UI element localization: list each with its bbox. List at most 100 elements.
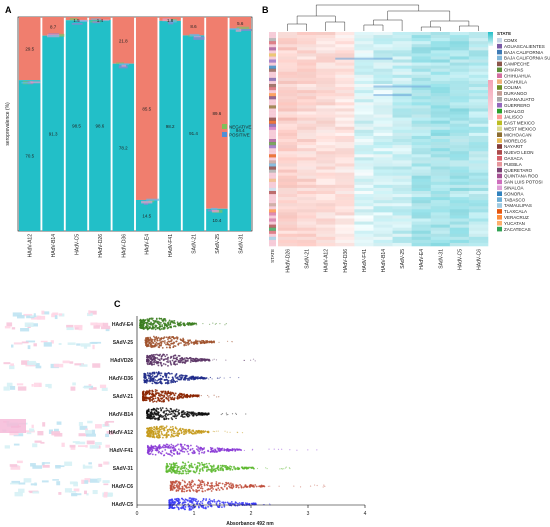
state-annotation-cell bbox=[269, 181, 276, 186]
swarm-point-SAdV-31 bbox=[181, 472, 184, 475]
swarm-point-SAdV-25 bbox=[177, 343, 180, 346]
heat-cell-HAdV-C5 bbox=[449, 80, 470, 85]
state-legend-label: MORELOS bbox=[504, 138, 527, 143]
cropped-strip-fragment bbox=[41, 480, 49, 483]
swarm-point-HAdV-A12 bbox=[165, 426, 167, 429]
heat-cell-HAdV-D36 bbox=[335, 160, 355, 164]
heat-cell-SAdV-31 bbox=[430, 233, 451, 238]
heat-cell-HAdV-D26 bbox=[278, 77, 298, 82]
swarm-point-HAdV-C5 bbox=[207, 501, 210, 504]
heat-cell-HAdV-E4 bbox=[411, 157, 432, 161]
swarm-point-HAdV-C5 bbox=[230, 502, 232, 505]
swarm-point-HAdV-C6 bbox=[196, 486, 199, 489]
swarm-point-HAdV-E4 bbox=[143, 327, 145, 330]
heat-cell-HAdV-F41 bbox=[354, 227, 374, 232]
heat-cell-SAdV-31 bbox=[430, 212, 451, 216]
swarm-point-HAdV-F41 bbox=[170, 443, 173, 446]
swarm-point-HAdV-A12 bbox=[166, 434, 169, 437]
heat-cell-SAdV-31 bbox=[430, 96, 451, 100]
swarm-point-HAdV-D36 bbox=[199, 377, 202, 380]
heat-cell-HAdV-B14 bbox=[373, 74, 393, 79]
swarm-point-HAdV-D36 bbox=[165, 382, 168, 384]
bar-negative-HAdV-D26 bbox=[89, 17, 111, 20]
swarm-point-HAdV-C5 bbox=[189, 508, 192, 511]
swarm-point-HAdV-B14 bbox=[169, 413, 172, 416]
heat-cell-HAdV-C6 bbox=[468, 59, 489, 63]
cropped-strip-fragment bbox=[68, 491, 77, 493]
swarm-point-SAdV-31 bbox=[248, 466, 251, 469]
swarm-point-HAdV-C5 bbox=[175, 499, 178, 502]
heat-cell-HAdV-D36 bbox=[335, 96, 355, 100]
heat-cell-HAdV-D36 bbox=[335, 35, 355, 39]
heat-cell-HAdV-F41 bbox=[354, 178, 374, 183]
swarm-point-HAdV-D36 bbox=[238, 376, 240, 379]
bar-positive-SAdV-31 bbox=[229, 28, 252, 232]
swarm-point-SAdV-31 bbox=[178, 470, 181, 473]
swarm-point-SAdV-31 bbox=[226, 467, 228, 470]
heat-cell-HAdV-E4 bbox=[411, 160, 432, 164]
swarm-point-HAdV-F41 bbox=[203, 452, 205, 454]
heat-cell-HAdV-D36 bbox=[335, 184, 355, 189]
cropped-strip-fragment bbox=[92, 344, 95, 350]
heat-cell-HAdV-C6 bbox=[468, 151, 489, 155]
heat-cell-SAdV-25 bbox=[392, 203, 412, 207]
swarm-point-HAdV-C6 bbox=[226, 488, 228, 490]
state-legend-label: AGUASCALIENTES bbox=[504, 44, 545, 49]
swarm-point-HAdVD26 bbox=[189, 361, 192, 363]
heat-cell-HAdV-D26 bbox=[278, 154, 298, 158]
heat-cell-HAdV-F41 bbox=[354, 197, 374, 201]
heat-cell-HAdV-B14 bbox=[373, 111, 393, 115]
category-label-HAdVD26: HAdVD26 bbox=[110, 358, 133, 364]
heat-cell-HAdV-E4 bbox=[411, 62, 432, 66]
heat-cell-HAdV-A12 bbox=[316, 148, 336, 152]
heatmap-column-label-HAdV-B14: HAdV-B14 bbox=[381, 249, 387, 273]
cropped-strip-fragment bbox=[24, 322, 34, 327]
heat-cell-HAdV-D36 bbox=[335, 230, 355, 235]
heat-cell-HAdV-E4 bbox=[411, 197, 432, 201]
swarm-point-SAdV-31 bbox=[198, 469, 201, 472]
swarm-point-HAdV-C6 bbox=[201, 490, 204, 493]
heat-cell-HAdV-A12 bbox=[316, 71, 336, 76]
swarm-point-HAdV-C6 bbox=[174, 486, 176, 489]
swarm-point-HAdV-C6 bbox=[223, 485, 226, 488]
swarm-point-HAdV-C6 bbox=[201, 480, 204, 483]
swarm-point-SAdV-25 bbox=[190, 342, 193, 344]
heat-cell-HAdV-E4 bbox=[411, 200, 432, 204]
heat-cell-SAdV-21 bbox=[297, 117, 317, 121]
heat-cell-HAdV-B14 bbox=[373, 242, 393, 247]
heat-cell-HAdV-A12 bbox=[316, 142, 336, 146]
swarm-point-HAdV-E4 bbox=[159, 328, 162, 331]
swarm-point-HAdV-C5 bbox=[175, 497, 178, 500]
heat-cell-HAdV-F41 bbox=[354, 108, 374, 112]
swarm-point-HAdV-B14 bbox=[164, 413, 167, 416]
category-label-HAdV-C5: HAdV-C5 bbox=[112, 502, 134, 508]
swarm-point-HAdV-C6 bbox=[190, 481, 193, 484]
swarm-point-HAdV-F41 bbox=[218, 450, 221, 453]
heat-cell-HAdV-D26 bbox=[278, 93, 298, 97]
heat-cell-HAdV-F41 bbox=[354, 233, 374, 238]
heat-cell-SAdV-31 bbox=[430, 151, 451, 155]
swarm-point-SAdV-25 bbox=[199, 340, 201, 342]
swarm-point-SAdV-21 bbox=[184, 394, 187, 396]
heat-cell-SAdV-31 bbox=[430, 197, 451, 201]
heat-cell-HAdV-D26 bbox=[278, 83, 298, 88]
swarm-point-HAdV-D36 bbox=[223, 377, 225, 379]
cropped-strip-fragment bbox=[97, 478, 102, 482]
swarm-point-HAdV-C5 bbox=[217, 506, 220, 509]
swarm-point-HAdV-C6 bbox=[237, 484, 239, 486]
swarm-point-HAdV-C6 bbox=[240, 486, 243, 489]
heat-cell-SAdV-21 bbox=[297, 83, 317, 88]
heat-cell-HAdV-F41 bbox=[354, 32, 374, 36]
heat-cell-HAdV-C6 bbox=[468, 105, 489, 109]
heat-cell-SAdV-25 bbox=[392, 105, 412, 109]
swarm-point-SAdV-21 bbox=[159, 397, 162, 400]
heat-cell-HAdV-D26 bbox=[278, 38, 298, 42]
heat-cell-HAdV-E4 bbox=[411, 239, 432, 244]
heat-cell-HAdV-D36 bbox=[335, 181, 355, 186]
heat-cell-SAdV-25 bbox=[392, 218, 412, 222]
swarm-point-SAdV-25 bbox=[180, 342, 182, 344]
heat-cell-HAdV-F41 bbox=[354, 77, 374, 82]
heat-cell-SAdV-25 bbox=[392, 239, 412, 244]
heat-cell-SAdV-25 bbox=[392, 126, 412, 131]
swarm-point-HAdV-E4 bbox=[187, 323, 189, 326]
